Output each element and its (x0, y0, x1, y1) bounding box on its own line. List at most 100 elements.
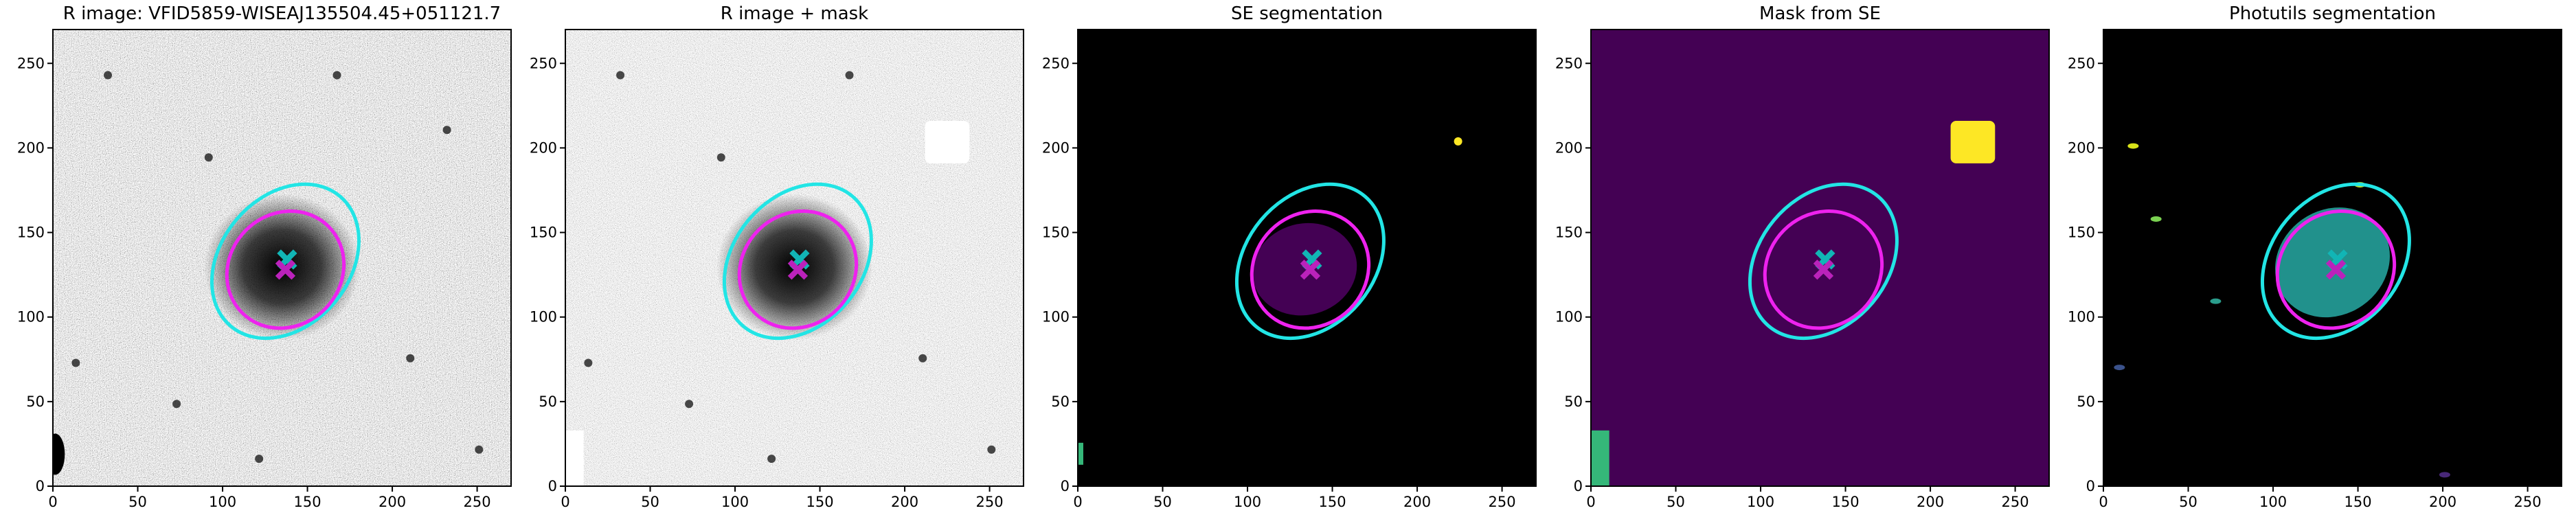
x-tick-label: 150 (1319, 494, 1346, 510)
y-tick-label: 50 (1564, 393, 1583, 410)
aperture-ellipse (1250, 209, 1371, 330)
y-tick-label: 0 (548, 478, 557, 494)
center-marker (1813, 260, 1834, 280)
x-tick-label: 150 (806, 494, 834, 510)
panel-title: Mask from SE (1759, 3, 1881, 24)
x-tick-label: 250 (2002, 494, 2029, 510)
x-tick-label: 200 (1403, 494, 1431, 510)
x-tick-label: 0 (2099, 494, 2108, 510)
y-tick-label: 250 (1042, 55, 1070, 71)
star (584, 358, 593, 367)
mask-region (1950, 121, 1996, 163)
x-tick-label: 200 (379, 494, 406, 510)
image (1591, 30, 2049, 486)
x-tick-label: 150 (1832, 494, 1860, 510)
axes-frame (1590, 29, 2050, 487)
x-tick-label: 150 (2345, 494, 2372, 510)
axes-frame (565, 29, 1024, 487)
edge-source (53, 433, 65, 475)
image (53, 30, 511, 486)
x-tick-label: 200 (2429, 494, 2456, 510)
y-tick-label: 250 (2068, 55, 2095, 71)
y-tick-label: 50 (26, 393, 45, 410)
star (616, 71, 625, 80)
y-tick-label: 0 (36, 478, 45, 494)
star (406, 354, 415, 363)
star (442, 126, 451, 135)
x-tick-label: 100 (1747, 494, 1774, 510)
center-marker (275, 260, 296, 280)
y-tick-label: 150 (530, 225, 557, 241)
y-tick-label: 100 (2068, 309, 2095, 325)
x-tick-label: 0 (561, 494, 569, 510)
panel: 0 50 100 150 200 250 0 50 100 150 200 250 R image + … (530, 3, 1024, 510)
star (767, 455, 776, 464)
x-tick-label: 50 (2179, 494, 2197, 510)
center-marker (1300, 260, 1321, 280)
x-tick-label: 100 (1234, 494, 1261, 510)
axes-frame (52, 29, 512, 487)
segment (1252, 222, 1357, 316)
panel-title: R image: VFID5859-WISEAJ135504.45+051121… (63, 3, 501, 24)
star (987, 445, 996, 454)
x-tick-label: 50 (1667, 494, 1685, 510)
panel-title: R image + mask (721, 3, 869, 24)
x-tick-label: 0 (1586, 494, 1595, 510)
aperture-ellipse (722, 182, 873, 341)
x-tick-label: 250 (1489, 494, 1516, 510)
aperture-ellipse (737, 209, 859, 330)
y-tick-label: 50 (2077, 393, 2095, 410)
panel: 0 50 100 150 200 250 0 50 100 150 200 250 Photutils … (2068, 3, 2562, 510)
x-tick-label: 100 (209, 494, 236, 510)
star (475, 445, 484, 454)
panel-title: Photutils segmentation (2229, 3, 2436, 24)
y-tick-label: 100 (1042, 309, 1070, 325)
y-tick-label: 0 (1574, 478, 1583, 494)
center-marker (2325, 260, 2347, 280)
image (565, 30, 1024, 486)
aperture-ellipse (225, 209, 346, 330)
star (332, 71, 341, 80)
star (172, 400, 181, 409)
mask-region (565, 430, 584, 486)
segment (1454, 137, 1462, 146)
panel-title: SE segmentation (1231, 3, 1383, 24)
segment (2114, 365, 2125, 371)
y-tick-label: 250 (530, 55, 557, 71)
x-tick-label: 250 (976, 494, 1004, 510)
y-tick-label: 150 (17, 225, 45, 241)
image (1078, 30, 1536, 486)
y-tick-label: 200 (530, 139, 557, 156)
y-tick-label: 0 (2086, 478, 2095, 494)
panel: 0 50 100 150 200 250 0 50 100 150 200 250 SE segment… (1042, 3, 1537, 510)
aperture-ellipse (210, 182, 361, 341)
y-tick-label: 150 (1555, 225, 1583, 241)
y-tick-label: 200 (1042, 139, 1070, 156)
y-tick-label: 200 (2068, 139, 2095, 156)
x-tick-label: 200 (1917, 494, 1944, 510)
mask-region (1591, 430, 1609, 486)
star (255, 455, 264, 464)
panel: 0 50 100 150 200 250 0 50 100 150 200 250 Mask from … (1555, 3, 2050, 510)
x-tick-label: 50 (128, 494, 147, 510)
segment (1078, 442, 1083, 465)
y-tick-label: 250 (17, 55, 45, 71)
x-tick-label: 0 (48, 494, 57, 510)
star (71, 358, 80, 367)
panel: 0 50 100 150 200 250 0 50 100 150 200 250 R image: V… (17, 3, 512, 510)
y-tick-label: 200 (1555, 139, 1583, 156)
star (685, 400, 694, 409)
x-tick-label: 250 (464, 494, 491, 510)
y-tick-label: 200 (17, 139, 45, 156)
star (204, 153, 213, 162)
y-tick-label: 250 (1555, 55, 1583, 71)
y-tick-label: 100 (17, 309, 45, 325)
x-tick-label: 150 (294, 494, 321, 510)
mask-region (925, 121, 970, 163)
star (104, 71, 113, 80)
x-tick-label: 0 (1073, 494, 1082, 510)
y-tick-label: 50 (539, 393, 557, 410)
y-tick-label: 100 (530, 309, 557, 325)
x-tick-label: 250 (2514, 494, 2542, 510)
